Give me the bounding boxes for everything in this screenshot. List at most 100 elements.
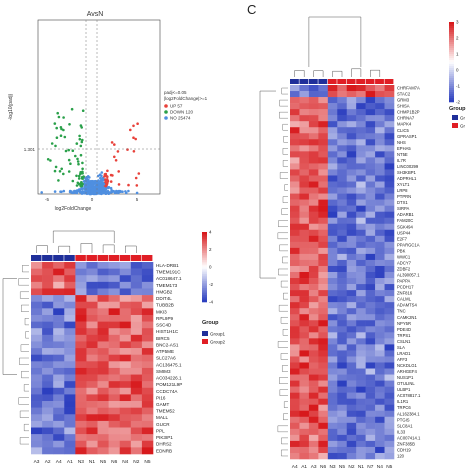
scale-step xyxy=(449,50,454,53)
scale-step xyxy=(202,270,207,273)
gene-label: HMGB2 xyxy=(156,289,173,294)
heatmap-cell xyxy=(308,428,319,436)
heatmap-cell xyxy=(337,416,348,424)
heatmap-cell xyxy=(375,187,385,194)
heatmap-cell xyxy=(141,354,154,362)
heatmap-cell xyxy=(327,139,338,146)
heatmap-cell xyxy=(337,410,348,418)
heatmap-cell xyxy=(337,193,348,200)
scale-step xyxy=(202,246,207,249)
heatmap-cell xyxy=(365,296,376,303)
heatmap-cell xyxy=(75,381,87,389)
heatmap-cell xyxy=(53,387,65,395)
heatmap-cell xyxy=(365,181,376,188)
heatmap-cell xyxy=(299,416,310,424)
heatmap-cell xyxy=(108,281,121,289)
scale-step xyxy=(202,258,207,261)
gene-label: IL1R1 xyxy=(397,399,409,404)
heatmap-cell xyxy=(318,127,329,134)
heatmap-cell xyxy=(346,157,357,164)
volcano-point-down xyxy=(81,138,84,142)
heatmap-cell xyxy=(375,223,385,231)
heatmap-cell xyxy=(299,362,310,369)
heatmap-cell xyxy=(365,157,376,164)
heatmap-cell xyxy=(119,420,132,428)
volcano-point-down xyxy=(77,162,80,166)
volcano-point-down xyxy=(81,161,84,165)
heatmap-cell xyxy=(290,265,300,273)
heatmap-cell xyxy=(31,314,43,322)
column-label: A1 xyxy=(301,464,307,470)
heatmap-cell xyxy=(86,308,98,316)
heatmap-cell xyxy=(108,407,121,415)
heatmap-cell xyxy=(337,356,348,363)
volcano-point-down xyxy=(71,179,75,183)
heatmap-cell xyxy=(75,288,87,296)
heatmap-cell xyxy=(31,348,43,355)
heatmap-cell xyxy=(290,91,300,98)
heatmap-cell xyxy=(31,414,43,422)
column-label: N3 xyxy=(329,464,335,470)
gene-label: CHRNA7 xyxy=(397,116,415,121)
heatmap-cell xyxy=(299,320,310,327)
heatmap-cell xyxy=(365,440,376,448)
volcano-point xyxy=(127,189,130,193)
heatmap-cell xyxy=(384,410,395,418)
heatmap-cell xyxy=(384,296,395,303)
small-heatmap-group-bar xyxy=(31,255,153,261)
small-heatmap-cells xyxy=(31,262,154,455)
heatmap-cell xyxy=(375,446,385,454)
heatmap-cell xyxy=(318,332,329,339)
volcano-point-up xyxy=(135,184,139,187)
heatmap-cell xyxy=(337,265,348,273)
panel-label-c: C xyxy=(247,2,256,17)
heatmap-cell xyxy=(384,145,395,152)
heatmap-cell xyxy=(365,386,376,393)
column-label: N4 xyxy=(122,459,128,465)
dendrogram-branch xyxy=(278,268,288,276)
heatmap-cell xyxy=(299,253,310,261)
heatmap-cell xyxy=(299,169,310,176)
scale-step xyxy=(449,60,454,63)
heatmap-cell xyxy=(318,386,329,393)
heatmap-cell xyxy=(346,362,357,369)
heatmap-cell xyxy=(290,133,300,140)
heatmap-cell xyxy=(318,121,329,128)
gene-label: TUBB2B xyxy=(156,303,174,308)
dendrogram-branch xyxy=(281,437,288,445)
heatmap-cell xyxy=(299,434,310,442)
heatmap-cell xyxy=(141,440,154,448)
heatmap-cell xyxy=(365,133,376,140)
heatmap-cell xyxy=(97,334,109,342)
heatmap-cell xyxy=(346,272,357,279)
group-bar-cell xyxy=(119,255,131,261)
small-heatmap-row-dendrogram xyxy=(2,265,29,445)
heatmap-cell xyxy=(119,308,132,316)
heatmap-cell xyxy=(75,427,87,435)
heatmap-cell xyxy=(327,193,338,200)
group-bar-cell xyxy=(346,79,356,84)
heatmap-cell xyxy=(299,163,310,170)
heatmap-cell xyxy=(365,290,376,297)
scale-step xyxy=(202,300,207,303)
heatmap-cell xyxy=(375,103,385,110)
volcano-ylabel: -log10(padj) xyxy=(8,93,14,120)
heatmap-cell xyxy=(337,85,348,92)
volcano-point xyxy=(88,189,91,193)
column-label: N5 xyxy=(100,459,106,465)
heatmap-cell xyxy=(119,334,132,342)
heatmap-cell xyxy=(53,407,65,415)
heatmap-cell xyxy=(308,259,319,267)
heatmap-cell xyxy=(327,247,338,255)
heatmap-cell xyxy=(356,85,366,92)
volcano-point-up xyxy=(137,172,141,175)
heatmap-cell xyxy=(375,344,385,351)
large-group1-label: Gr xyxy=(460,116,466,121)
heatmap-cell xyxy=(375,91,385,98)
heatmap-cell xyxy=(119,447,132,455)
heatmap-cell xyxy=(64,262,76,269)
heatmap-cell xyxy=(365,362,376,369)
heatmap-cell xyxy=(64,295,76,303)
heatmap-cell xyxy=(365,338,376,345)
heatmap-cell xyxy=(327,223,338,231)
